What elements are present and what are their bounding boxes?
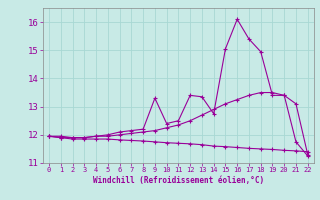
- X-axis label: Windchill (Refroidissement éolien,°C): Windchill (Refroidissement éolien,°C): [93, 176, 264, 185]
